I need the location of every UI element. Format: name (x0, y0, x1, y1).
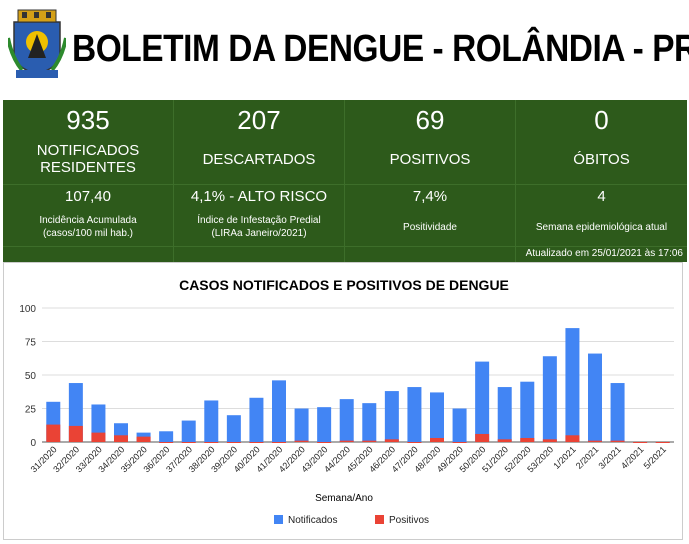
bar-positivos (407, 442, 422, 443)
bar-positivos (294, 440, 309, 442)
bar-positivos (430, 437, 444, 442)
bar-notificados (294, 408, 309, 442)
bar-positivos (317, 442, 332, 443)
bar-positivos (452, 442, 467, 443)
y-tick-label: 25 (25, 405, 37, 416)
bar-notificados (588, 353, 602, 442)
bar-notificados (452, 408, 467, 442)
bar-notificados (339, 399, 354, 442)
bar-notificados (497, 387, 512, 442)
chart-title: CASOS NOTIFICADOS E POSITIVOS DE DENGUE (179, 277, 509, 293)
chart-container: CASOS NOTIFICADOS E POSITIVOS DE DENGUE … (3, 262, 683, 540)
bar-positivos (610, 440, 625, 442)
stat-descartados: 207 DESCARTADOS 4,1% - ALTO RISCO Índice… (174, 100, 345, 262)
y-tick-label: 50 (25, 371, 37, 382)
indicator-value: 4,1% - ALTO RISCO (190, 188, 328, 205)
bar-positivos (565, 435, 580, 442)
indicator-label: Semana epidemiológica atual (535, 221, 668, 233)
bar-positivos (520, 437, 535, 442)
stat-label: DESCARTADOS (202, 150, 316, 168)
stat-label: NOTIFICADOS RESIDENTES (36, 142, 140, 176)
city-coat-of-arms-logo (8, 9, 66, 78)
bar-notificados (272, 380, 286, 442)
legend-label: Positivos (389, 515, 429, 526)
indicator-value: 4 (597, 188, 606, 205)
bar-notificados (407, 387, 422, 442)
bar-notificados (226, 415, 241, 442)
bar-positivos (159, 442, 174, 443)
bar-positivos (226, 442, 241, 443)
bar-notificados (384, 391, 399, 442)
bar-positivos (588, 440, 602, 442)
bar-positivos (497, 439, 512, 442)
bar-positivos (91, 432, 106, 442)
bar-positivos (362, 440, 377, 442)
bar-notificados (610, 383, 625, 442)
bar-positivos (114, 435, 128, 442)
bar-notificados (430, 392, 444, 442)
bar-chart: CASOS NOTIFICADOS E POSITIVOS DE DENGUE … (19, 277, 674, 526)
bar-positivos (633, 442, 648, 443)
x-tick-label: 3/2021 (596, 444, 623, 471)
x-tick-label: 2/2021 (574, 444, 601, 471)
bar-notificados (159, 431, 174, 442)
indicator-value: 7,4% (412, 188, 448, 205)
bar-positivos (339, 440, 354, 442)
bar-notificados (181, 420, 196, 442)
x-tick-label: 5/2021 (642, 444, 669, 471)
bar-notificados (249, 397, 264, 442)
indicator-label: Positividade (403, 221, 457, 233)
bar-notificados (204, 400, 219, 442)
legend-swatch (274, 515, 283, 524)
stat-value: 69 (415, 105, 445, 135)
y-tick-label: 100 (19, 304, 36, 315)
indicator-label: Índice de Infestação Predial (LIRAa Jane… (197, 215, 321, 239)
legend-label: Notificados (288, 515, 337, 526)
stat-positivos: 69 POSITIVOS 7,4% Positividade (345, 100, 516, 262)
stat-value: 935 (66, 105, 110, 135)
updated-timestamp: Atualizado em 25/01/2021 às 17:06 (525, 248, 683, 259)
bar-positivos (249, 442, 264, 443)
bar-notificados (475, 361, 490, 442)
indicator-label: Incidência Acumulada (casos/100 mil hab.… (39, 215, 137, 239)
stat-label: ÓBITOS (573, 150, 630, 168)
bar-positivos (68, 425, 83, 442)
y-tick-label: 0 (30, 438, 36, 449)
bar-positivos (655, 442, 670, 443)
bar-positivos (475, 433, 490, 442)
stat-notificados: 935 NOTIFICADOS RESIDENTES 107,40 Incidê… (3, 100, 174, 262)
x-tick-label: 1/2021 (551, 444, 578, 471)
bar-positivos (46, 424, 61, 442)
bar-positivos (542, 439, 557, 442)
bar-positivos (384, 439, 399, 442)
bar-positivos (181, 442, 196, 443)
stats-panel: 935 NOTIFICADOS RESIDENTES 107,40 Incidê… (3, 100, 687, 262)
bar-notificados (542, 356, 557, 442)
stat-value: 0 (594, 105, 609, 135)
x-axis-label: Semana/Ano (315, 493, 373, 504)
header: BOLETIM DA DENGUE - ROLÂNDIA - PR (0, 0, 689, 100)
bar-positivos (204, 442, 219, 443)
legend-swatch (375, 515, 384, 524)
stat-obitos: 0 ÓBITOS 4 Semana epidemiológica atual (516, 100, 687, 262)
bar-positivos (272, 442, 286, 443)
stat-label: POSITIVOS (389, 150, 471, 168)
page-title: BOLETIM DA DENGUE - ROLÂNDIA - PR (72, 28, 689, 70)
bar-positivos (136, 436, 151, 442)
bar-notificados (565, 328, 580, 442)
x-tick-label: 4/2021 (619, 444, 646, 471)
bar-notificados (520, 381, 535, 442)
indicator-value: 107,40 (65, 188, 111, 205)
bar-notificados (362, 403, 377, 442)
stat-value: 207 (237, 105, 281, 135)
bar-notificados (317, 407, 332, 442)
y-tick-label: 75 (25, 338, 37, 349)
